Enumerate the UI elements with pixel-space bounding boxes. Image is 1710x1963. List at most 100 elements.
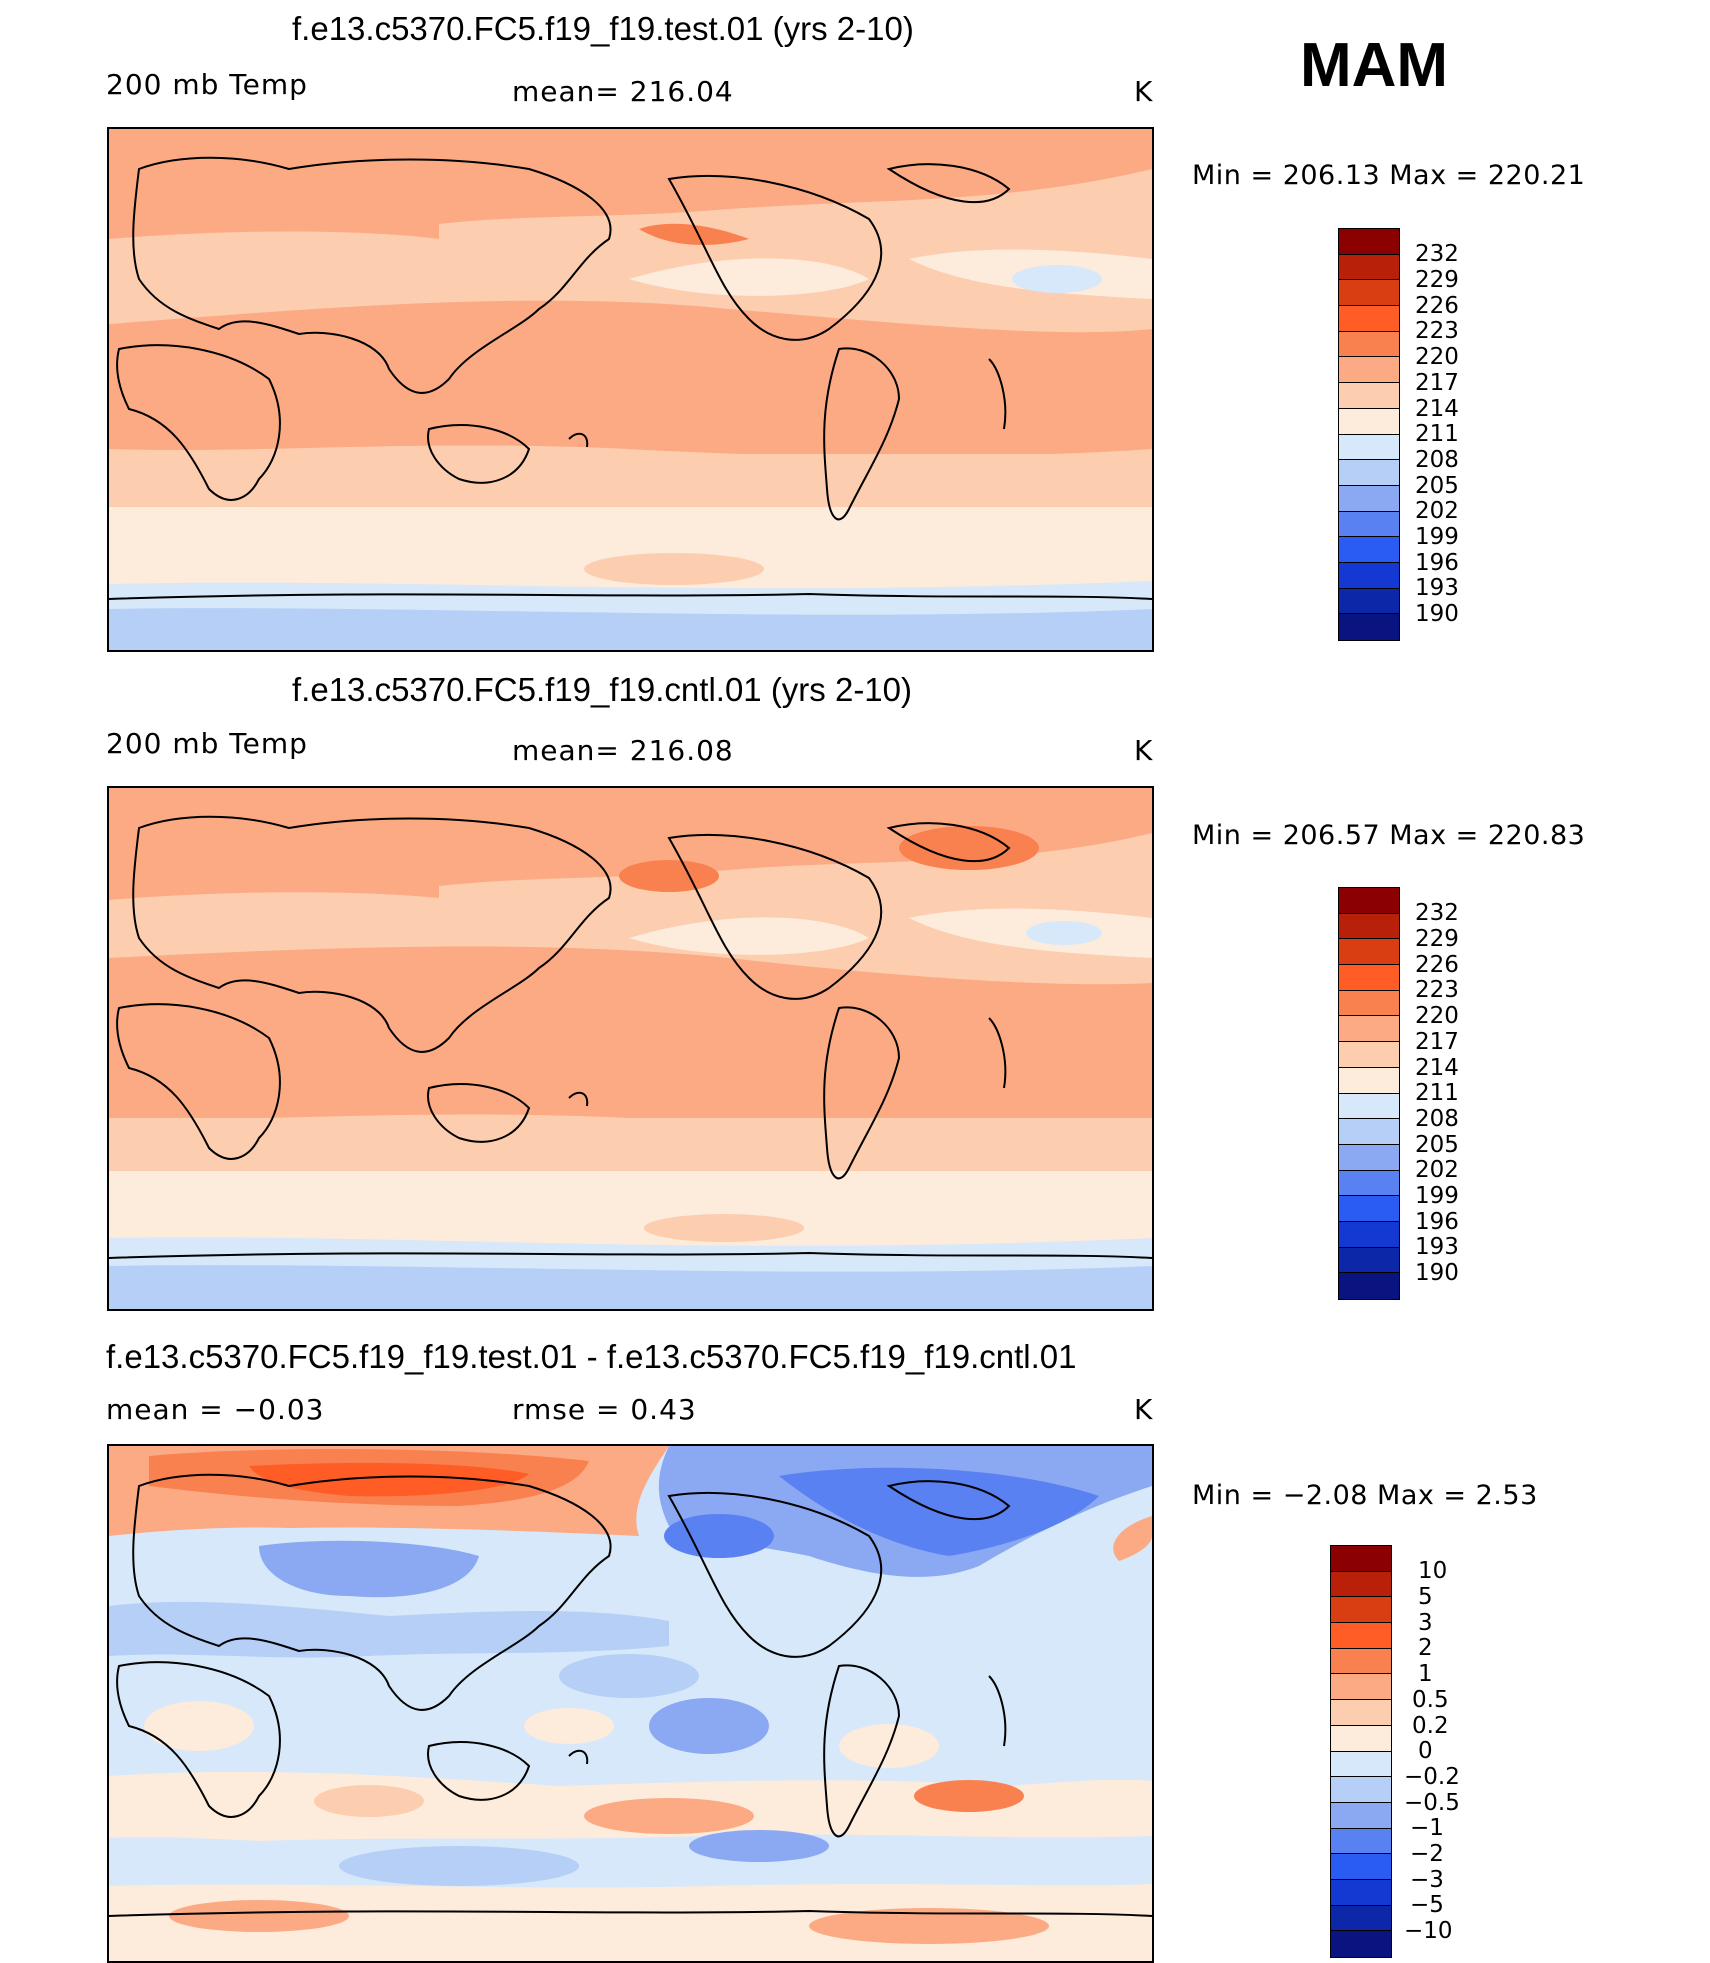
panel3-atlantic-warm-spot [1113, 1516, 1152, 1561]
panel3-colorbar-label: −2 [1410, 1841, 1444, 1867]
panel2-colorbar-box [1339, 1119, 1399, 1145]
panel1-colorbar-label: 223 [1415, 318, 1459, 344]
panel1-atlantic-cold-spot [1012, 265, 1102, 293]
panel3-africa-warm-patch [144, 1701, 254, 1751]
panel2-pacific-cool-tongue [629, 917, 869, 955]
panel1-colorbar-box [1339, 562, 1399, 589]
panel1-minmax-label: Min = 206.13 Max = 220.21 [1192, 160, 1586, 191]
panel3-rmse-label: rmse = 0.43 [512, 1393, 697, 1426]
panel2-colorbar-box [1339, 1247, 1399, 1274]
panel3-colorbar-box [1331, 1879, 1391, 1906]
panel3-colorbar-box [1331, 1751, 1391, 1778]
panel1-colorbar-box [1339, 331, 1399, 358]
panel2-colorbar-label: 196 [1415, 1209, 1459, 1235]
panel1-colorbar-box [1339, 306, 1399, 332]
panel1-colorbar-box [1339, 254, 1399, 281]
panel1-colorbar-label: 232 [1415, 241, 1459, 267]
panel3-colorbar-label: 3 [1418, 1610, 1433, 1636]
panel3-colorbar-box [1331, 1931, 1391, 1957]
panel1-colorbar-label: 199 [1415, 524, 1459, 550]
panel1-colorbar-box [1339, 511, 1399, 538]
panel2-southern-midlat-band [109, 1171, 1152, 1248]
panel1-colorbar-box [1339, 537, 1399, 563]
panel3-colorbar-label: 10 [1418, 1558, 1448, 1584]
panel2-southern-subtropic-band [109, 1118, 1152, 1177]
panel2-colorbar-label: 211 [1415, 1080, 1459, 1106]
panel3-subtropic-cool-band [109, 1601, 669, 1658]
panel1-colorbar-label: 196 [1415, 550, 1459, 576]
panel3-colorbar-box [1331, 1725, 1391, 1752]
panel2-colorbar-box [1339, 1273, 1399, 1299]
panel3-colorbar-label: 0.5 [1412, 1687, 1449, 1713]
panel3-contour-field [109, 1446, 1152, 1961]
panel2-variable-label: 200 mb Temp [106, 727, 308, 760]
panel3-colorbar-label: 1 [1418, 1661, 1433, 1687]
panel2-colorbar-box [1339, 888, 1399, 914]
panel3-southern-warm-spot-east [914, 1780, 1024, 1812]
panel1-colorbar-box [1339, 434, 1399, 461]
panel3-colorbar-box [1331, 1700, 1391, 1726]
panel3-indonesia-warm-patch [524, 1708, 614, 1744]
panel3-minmax-label: Min = −2.08 Max = 2.53 [1192, 1480, 1538, 1511]
panel3-colorbar [1330, 1545, 1392, 1958]
panel1-colorbar-box [1339, 229, 1399, 255]
panel3-colorbar-box [1331, 1546, 1391, 1572]
panel2-coastlines [109, 815, 1152, 1259]
panel2-colorbar-box [1339, 1067, 1399, 1094]
panel1-colorbar-box [1339, 588, 1399, 615]
panel2-southern-warm-patch [644, 1214, 804, 1242]
panel1-title: f.e13.c5370.FC5.f19_f19.test.01 (yrs 2-1… [292, 10, 914, 47]
panel2-colorbar-label: 229 [1415, 926, 1459, 952]
panel2-colorbar-box [1339, 1042, 1399, 1068]
panel3-colorbar-label: 2 [1418, 1635, 1433, 1661]
panel1-units-label: K [1134, 75, 1154, 108]
panel2-colorbar-label: 223 [1415, 977, 1459, 1003]
panel1-colorbar-label: 226 [1415, 293, 1459, 319]
panel3-colorbar-box [1331, 1674, 1391, 1701]
panel1-colorbar [1338, 228, 1400, 641]
panel1-colorbar-label: 229 [1415, 267, 1459, 293]
panel3-mean-label: mean = −0.03 [106, 1393, 325, 1426]
season-label: MAM [1300, 31, 1449, 100]
panel3-alaska-cold-core [664, 1514, 774, 1558]
panel2-colorbar-label: 217 [1415, 1029, 1459, 1055]
panel2-colorbar-box [1339, 990, 1399, 1017]
panel1-colorbar-label: 193 [1415, 575, 1459, 601]
panel1-colorbar-box [1339, 280, 1399, 307]
panel1-colorbar-label: 214 [1415, 396, 1459, 422]
panel1-colorbar-box [1339, 614, 1399, 640]
panel1-antarctic-cold-band [109, 608, 1152, 650]
panel3-siberia-warm-peak [249, 1462, 529, 1497]
panel3-colorbar-label: −1 [1410, 1815, 1444, 1841]
panel2-colorbar-label: 190 [1415, 1260, 1459, 1286]
panel2-colorbar-label: 193 [1415, 1234, 1459, 1260]
panel2-minmax-label: Min = 206.57 Max = 220.83 [1192, 820, 1586, 851]
panel2-colorbar-label: 232 [1415, 900, 1459, 926]
panel1-arctic-warm-band [109, 129, 1152, 239]
panel1-colorbar-box [1339, 357, 1399, 384]
panel1-southern-midlat-band [109, 507, 1152, 589]
panel3-colorbar-label: 5 [1418, 1584, 1433, 1610]
panel3-southern-cold-spot [689, 1830, 829, 1862]
panel3-southern-warm-spot-west [314, 1785, 424, 1817]
panel3-colorbar-label: −0.2 [1404, 1764, 1460, 1790]
panel3-antarctic-warm-spot-east [809, 1908, 1049, 1944]
panel1-colorbar-label: 202 [1415, 498, 1459, 524]
panel3-southern-cool-band [339, 1846, 579, 1886]
panel1-tropical-warm-belt [109, 300, 1152, 457]
panel1-colorbar-label: 208 [1415, 447, 1459, 473]
panel3-colorbar-box [1331, 1854, 1391, 1880]
panel2-colorbar-label: 199 [1415, 1183, 1459, 1209]
panel2-contour-field [109, 788, 1152, 1309]
panel3-colorbar-label: 0 [1418, 1738, 1433, 1764]
panel1-contour-field [109, 129, 1152, 650]
panel3-colorbar-box [1331, 1623, 1391, 1649]
panel2-siberia-warm-spot [619, 860, 719, 892]
panel2-colorbar-label: 214 [1415, 1055, 1459, 1081]
panel2-colorbar-label: 205 [1415, 1132, 1459, 1158]
panel2-colorbar-label: 208 [1415, 1106, 1459, 1132]
panel1-colorbar-box [1339, 383, 1399, 409]
panel3-southern-warm-spot-central [584, 1798, 754, 1834]
panel1-colorbar-label: 190 [1415, 601, 1459, 627]
panel1-colorbar-label: 211 [1415, 421, 1459, 447]
